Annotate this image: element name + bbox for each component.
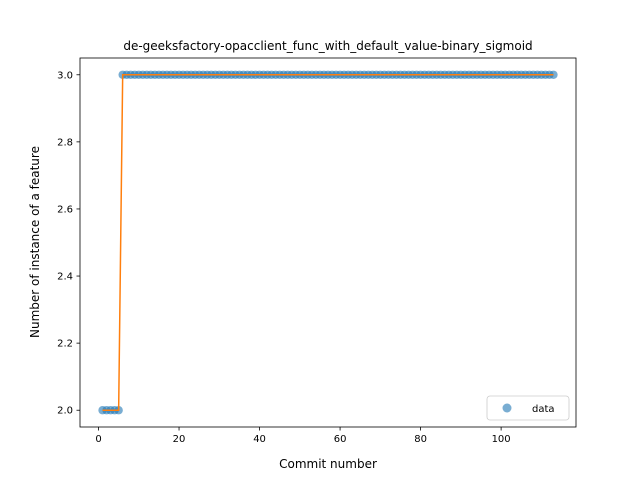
y-tick-label: 2.4	[57, 272, 73, 283]
x-tick-label: 20	[173, 434, 186, 445]
legend-box	[486, 395, 570, 421]
chart-title: de-geeksfactory-opacclient_func_with_def…	[123, 39, 532, 53]
plot-area	[98, 70, 558, 415]
x-tick-label: 60	[334, 434, 347, 445]
y-axis-title: Number of instance of a feature	[28, 146, 42, 338]
x-tick-label: 100	[492, 434, 511, 445]
x-tick-label: 80	[414, 434, 427, 445]
x-tick-label: 0	[95, 434, 101, 445]
axes-frame	[79, 57, 577, 428]
y-tick-label: 2.2	[57, 339, 73, 350]
y-tick-label: 2.0	[57, 406, 73, 417]
data-point	[549, 70, 558, 79]
fit-line	[102, 74, 554, 411]
y-axis: 2.0 2.2 2.4 2.6 2.8 3.0	[57, 70, 80, 417]
x-tick-label: 40	[253, 434, 266, 445]
legend-label: data	[532, 404, 555, 415]
y-tick-label: 2.6	[57, 204, 73, 215]
x-axis: 0 20 40 60 80 100	[95, 427, 511, 445]
x-axis-title: Commit number	[279, 457, 377, 471]
y-tick-label: 2.8	[57, 137, 73, 148]
y-tick-label: 3.0	[57, 70, 73, 81]
legend: data	[486, 395, 570, 421]
legend-marker	[502, 403, 512, 413]
